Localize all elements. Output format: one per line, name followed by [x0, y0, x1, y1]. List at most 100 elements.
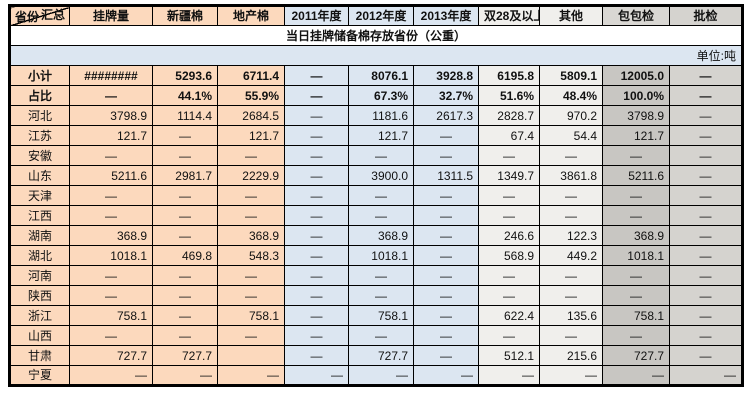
- table-cell: —: [152, 305, 218, 326]
- row-label: 浙江: [9, 305, 70, 326]
- table-row: 河北 3798.9 1114.4 2684.5—1181.6 2617.3 2828.7 9…: [9, 105, 743, 126]
- table-cell: 67.4: [478, 125, 540, 146]
- table-cell: —: [284, 105, 349, 126]
- row-label: 江苏: [9, 125, 70, 146]
- table-cell: —: [478, 265, 540, 286]
- table-cell: 51.6%: [478, 85, 540, 106]
- table-cell: 1181.6: [348, 105, 414, 126]
- table-cell: —: [348, 265, 414, 286]
- table-cell: —: [413, 365, 479, 386]
- table-cell: —: [539, 205, 603, 226]
- table-cell: 32.7%: [413, 85, 479, 106]
- table-cell: 5211.6: [602, 165, 670, 186]
- table-row: 山东 5211.6 2981.7 2229.9—3900.0 1311.5 1349.7 3…: [9, 165, 743, 186]
- table-cell: 1018.1: [602, 245, 670, 266]
- table-cell: 1114.4: [152, 105, 218, 126]
- table-cell: —: [152, 205, 218, 226]
- table-row: 河南 — — — — — — — — — —: [9, 265, 743, 286]
- header-row: 汇总 省份 挂牌量 新疆棉 地产棉 2011年度 2012年度 2013年度 双28及以上其…: [9, 5, 743, 26]
- table-cell: —: [669, 185, 743, 206]
- table-cell: —: [669, 305, 743, 326]
- table-cell: 368.9: [217, 225, 285, 246]
- table-cell: —: [69, 285, 153, 306]
- table-cell: 3798.9: [69, 105, 153, 126]
- row-label: 安徽: [9, 145, 70, 166]
- table-cell: —: [539, 145, 603, 166]
- table-cell: —: [152, 145, 218, 166]
- table-cell: —: [413, 125, 479, 146]
- table-cell: 622.4: [478, 305, 540, 326]
- table-cell: 122.3: [539, 225, 603, 246]
- data-table: 当日挂牌储备棉存放省份（公重） 单位:吨 汇总 省份 挂牌量 新疆棉 地产棉 2011…: [8, 4, 744, 387]
- table-cell: 5293.6: [152, 65, 218, 86]
- table-cell: —: [413, 225, 479, 246]
- corner-label-summary: 汇总: [40, 8, 65, 22]
- table-cell: 2828.7: [478, 105, 540, 126]
- table-cell: —: [413, 185, 479, 206]
- table-row: 安徽 — — — — — — — — — —: [9, 145, 743, 166]
- row-label: 湖北: [9, 245, 70, 266]
- table-cell: 3861.8: [539, 165, 603, 186]
- table-cell: —: [669, 105, 743, 126]
- table-cell: —: [348, 185, 414, 206]
- table-cell: —: [669, 145, 743, 166]
- table-cell: —: [669, 345, 743, 366]
- table-cell: —: [284, 145, 349, 166]
- table-cell: —: [413, 145, 479, 166]
- table-cell: 121.7: [602, 125, 670, 146]
- table-cell: —: [539, 365, 603, 386]
- table-cell: 3900.0: [348, 165, 414, 186]
- table-cell: 758.1: [602, 305, 670, 326]
- table-cell: —: [284, 205, 349, 226]
- table-cell: —: [152, 325, 218, 346]
- table-cell: 1018.1: [69, 245, 153, 266]
- row-label: 湖南: [9, 225, 70, 246]
- table-cell: —: [69, 145, 153, 166]
- table-cell: —: [413, 285, 479, 306]
- table-cell: —: [413, 245, 479, 266]
- table-cell: —: [669, 225, 743, 246]
- table-cell: 548.3: [217, 245, 285, 266]
- row-label: 河北: [9, 105, 70, 126]
- table-cell: —: [284, 65, 349, 86]
- table-cell: —: [539, 285, 603, 306]
- table-cell: 449.2: [539, 245, 603, 266]
- table-cell: —: [284, 125, 349, 146]
- table-cell: —: [284, 85, 349, 106]
- table-cell: 758.1: [69, 305, 153, 326]
- table-cell: 469.8: [152, 245, 218, 266]
- column-header: 挂牌量: [69, 5, 153, 26]
- table-cell: —: [413, 205, 479, 226]
- table-cell: —: [217, 145, 285, 166]
- table-cell: —: [478, 145, 540, 166]
- table-cell: —: [669, 85, 743, 106]
- table-cell: 1349.7: [478, 165, 540, 186]
- table-cell: —: [348, 285, 414, 306]
- table-row: 小计 ######## 5293.6 6711.4—8076.1 3928.8 6195.…: [9, 65, 743, 86]
- table-cell: —: [602, 185, 670, 206]
- table-cell: —: [69, 205, 153, 226]
- table-cell: —: [602, 365, 670, 386]
- table-cell: 67.3%: [348, 85, 414, 106]
- table-cell: —: [478, 185, 540, 206]
- table-cell: —: [284, 265, 349, 286]
- unit-row: 单位:吨: [9, 45, 743, 66]
- table-cell: —: [348, 365, 414, 386]
- table-cell: —: [478, 365, 540, 386]
- table-cell: 100.0%: [602, 85, 670, 106]
- table-cell: —: [348, 145, 414, 166]
- table-cell: —: [284, 345, 349, 366]
- table-cell: 568.9: [478, 245, 540, 266]
- table-row: 宁夏 — — — — — — — — — —: [9, 365, 743, 386]
- table-cell: 55.9%: [217, 85, 285, 106]
- table-cell: 368.9: [348, 225, 414, 246]
- column-header: 2011年度: [284, 5, 349, 26]
- table-cell: 5211.6: [69, 165, 153, 186]
- table-cell: 54.4: [539, 125, 603, 146]
- table-cell: 727.7: [69, 345, 153, 366]
- column-header: 新疆棉: [152, 5, 218, 26]
- table-cell: —: [284, 325, 349, 346]
- table-cell: —: [284, 165, 349, 186]
- table-cell: —: [669, 365, 743, 386]
